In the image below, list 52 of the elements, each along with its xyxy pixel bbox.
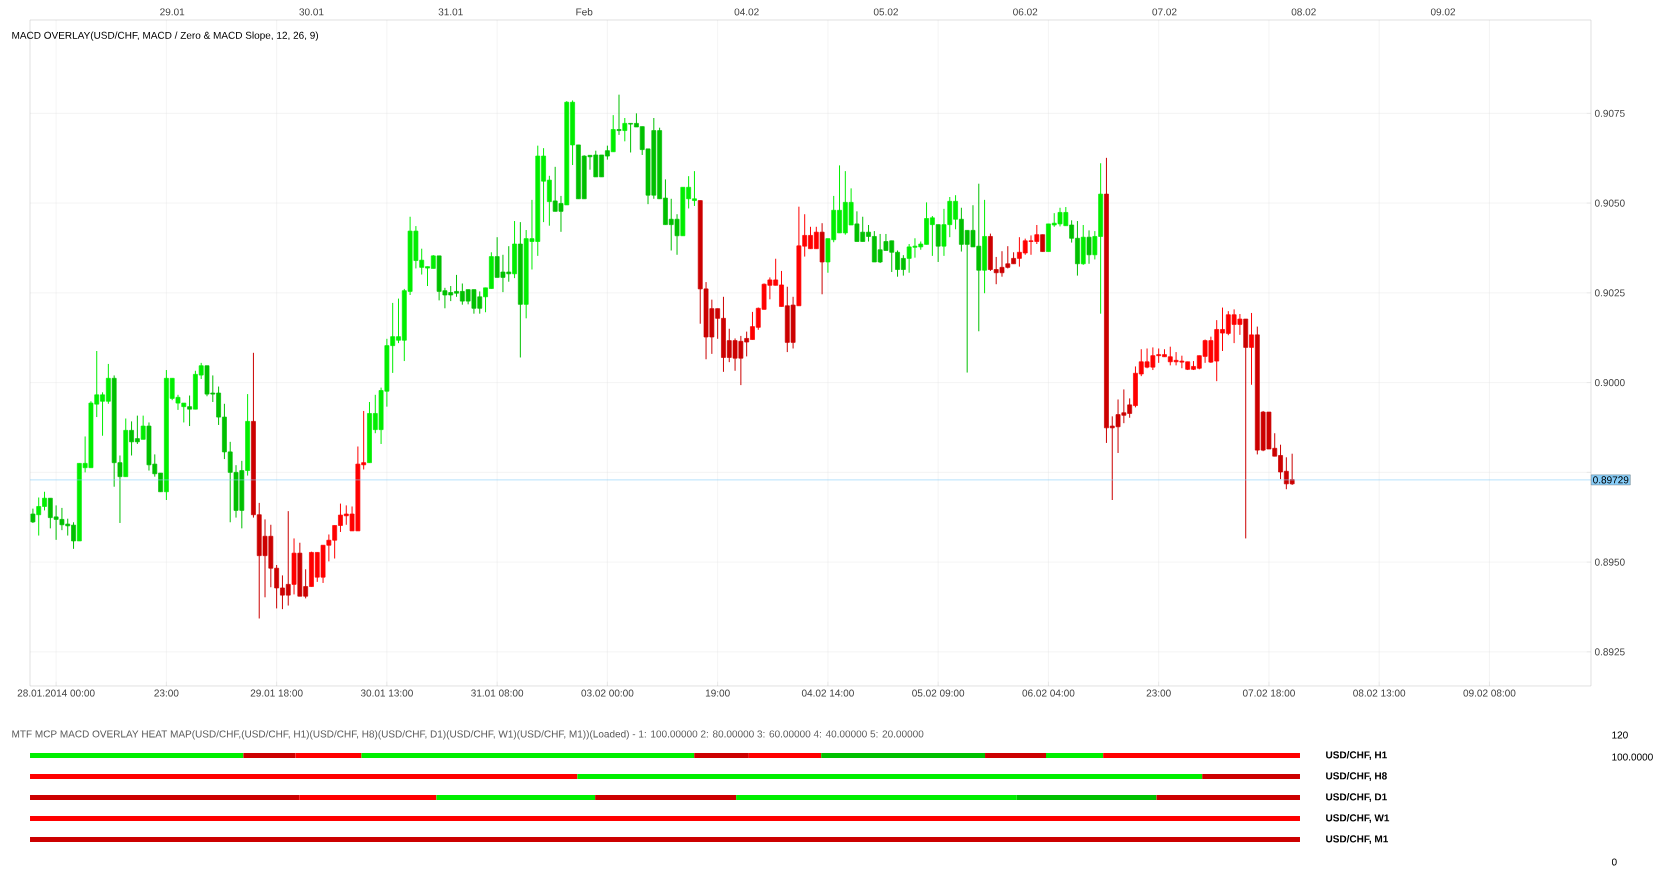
candlestick <box>1086 229 1092 265</box>
y-tick-label: 0.8950 <box>1594 558 1625 566</box>
candlestick <box>616 94 622 136</box>
y-tick-label: USD/CHF, M1 <box>1326 835 1389 844</box>
y-tick-label: 0.9075 <box>1594 109 1625 117</box>
text: 09.02 <box>1430 8 1456 16</box>
y-tick-label: USD/CHF, W1 <box>1326 814 1390 823</box>
x-tick-label: 29.01 18:00 <box>250 689 303 697</box>
text: 0 <box>1611 858 1617 866</box>
text: 29.01 <box>160 8 185 16</box>
x-tick-label: 03.02 00:00 <box>581 689 634 697</box>
y-tick-label: 0.8925 <box>1594 648 1625 656</box>
x-tick-label: 28.01.2014 00:00 <box>17 689 95 697</box>
x-tick-label: 07.02 18:00 <box>1242 689 1295 697</box>
x-tick-label: 06.02 04:00 <box>1022 689 1075 697</box>
candlestick <box>935 224 941 263</box>
y-tick-label: USD/CHF, H1 <box>1326 751 1387 760</box>
candlestick <box>1249 312 1254 386</box>
x-tick-label: 05.02 09:00 <box>912 689 965 697</box>
text: 06.02 <box>1013 8 1038 16</box>
y-tick-label: USD/CHF, D1 <box>1326 793 1387 802</box>
ref-line-label: 0.89729 <box>1593 476 1629 484</box>
chart-title: MTF MCP MACD OVERLAY HEAT MAP(USD/CHF,(USD/CHF, H1)(USD/CHF, H8)(USD/CHF, D1)(USD/CHF, W1)(USD/CHF, M1))(Loaded) - 1: 100.00000 2: 80.00000 3: 60.00000 4: 40.00000 5: 20.00000 <box>12 730 924 740</box>
text: 30.01 <box>299 8 324 16</box>
text: 08.02 <box>1291 8 1316 16</box>
text: 05.02 <box>873 8 898 16</box>
y-tick-label: 0.9025 <box>1594 289 1625 297</box>
text: MACD OVERLAY(USD/CHF, MACD / Zero & MACD Slope, 12, 26, 9) <box>12 31 319 41</box>
y-tick-label: USD/CHF, H8 <box>1326 772 1387 781</box>
candlestick <box>140 415 146 440</box>
x-tick-label: 09.02 08:00 <box>1463 689 1516 697</box>
y-tick-label: 0.9000 <box>1594 379 1625 387</box>
x-tick-label: 23:00 <box>154 689 179 697</box>
text: 100.0000 <box>1612 753 1653 761</box>
x-tick-label: 08.02 13:00 <box>1353 689 1406 697</box>
candlestick <box>622 117 628 142</box>
x-tick-label: 04.02 14:00 <box>801 689 854 697</box>
bar <box>1103 752 1300 759</box>
x-tick-label: 23:00 <box>1146 689 1171 697</box>
text: 31.01 <box>438 8 463 16</box>
y-tick-label: 0.9050 <box>1594 199 1625 207</box>
text: 120 <box>1612 731 1628 739</box>
text: 07.02 <box>1152 8 1177 16</box>
x-tick-label: 30.01 13:00 <box>360 689 413 697</box>
text: Feb <box>576 8 593 16</box>
candlestick <box>187 395 192 427</box>
bar <box>985 752 1046 759</box>
candlestick <box>610 114 616 153</box>
text: 04.02 <box>734 8 759 16</box>
bar <box>1046 752 1104 759</box>
x-tick-label: 31.01 08:00 <box>471 689 524 697</box>
x-tick-label: 19:00 <box>705 689 730 697</box>
